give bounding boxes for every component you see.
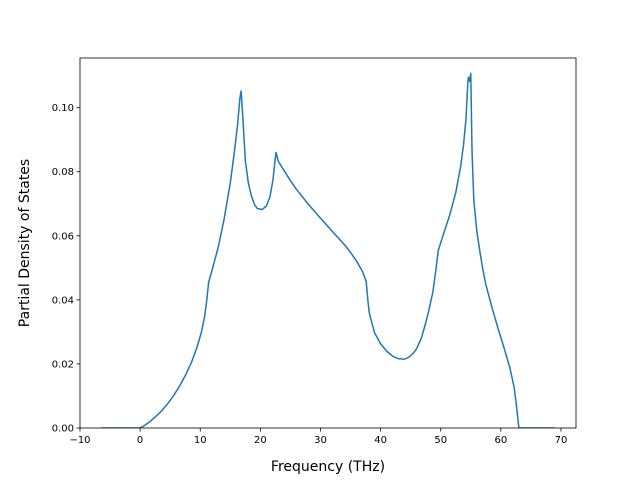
- y-tick-label: 0.06: [52, 231, 74, 242]
- x-axis-label: Frequency (THz): [271, 459, 385, 475]
- series-line-0: [101, 72, 555, 428]
- axis-ticks: −10 0 10 20 30 40 50 60 70 0.00 0.02 0.04 0.06 0.08 0.…: [52, 103, 568, 446]
- x-tick-label: 60: [494, 435, 507, 446]
- axes-frame: [79, 57, 577, 429]
- x-tick-label: 40: [374, 435, 387, 446]
- x-tick-label: 50: [434, 435, 447, 446]
- plot-area: [101, 72, 555, 428]
- y-tick-label: 0.00: [52, 424, 74, 435]
- x-tick-label: 20: [254, 435, 267, 446]
- x-tick-label: 10: [194, 435, 207, 446]
- y-tick-label: 0.08: [52, 167, 74, 178]
- x-tick-label: 70: [555, 435, 568, 446]
- x-tick-label: 0: [137, 435, 143, 446]
- y-tick-label: 0.04: [52, 295, 74, 306]
- y-tick-label: 0.10: [52, 103, 74, 114]
- y-tick-label: 0.02: [52, 359, 74, 370]
- x-tick-label: 30: [314, 435, 327, 446]
- y-axis-label: Partial Density of States: [17, 159, 33, 327]
- x-tick-label: −10: [69, 435, 90, 446]
